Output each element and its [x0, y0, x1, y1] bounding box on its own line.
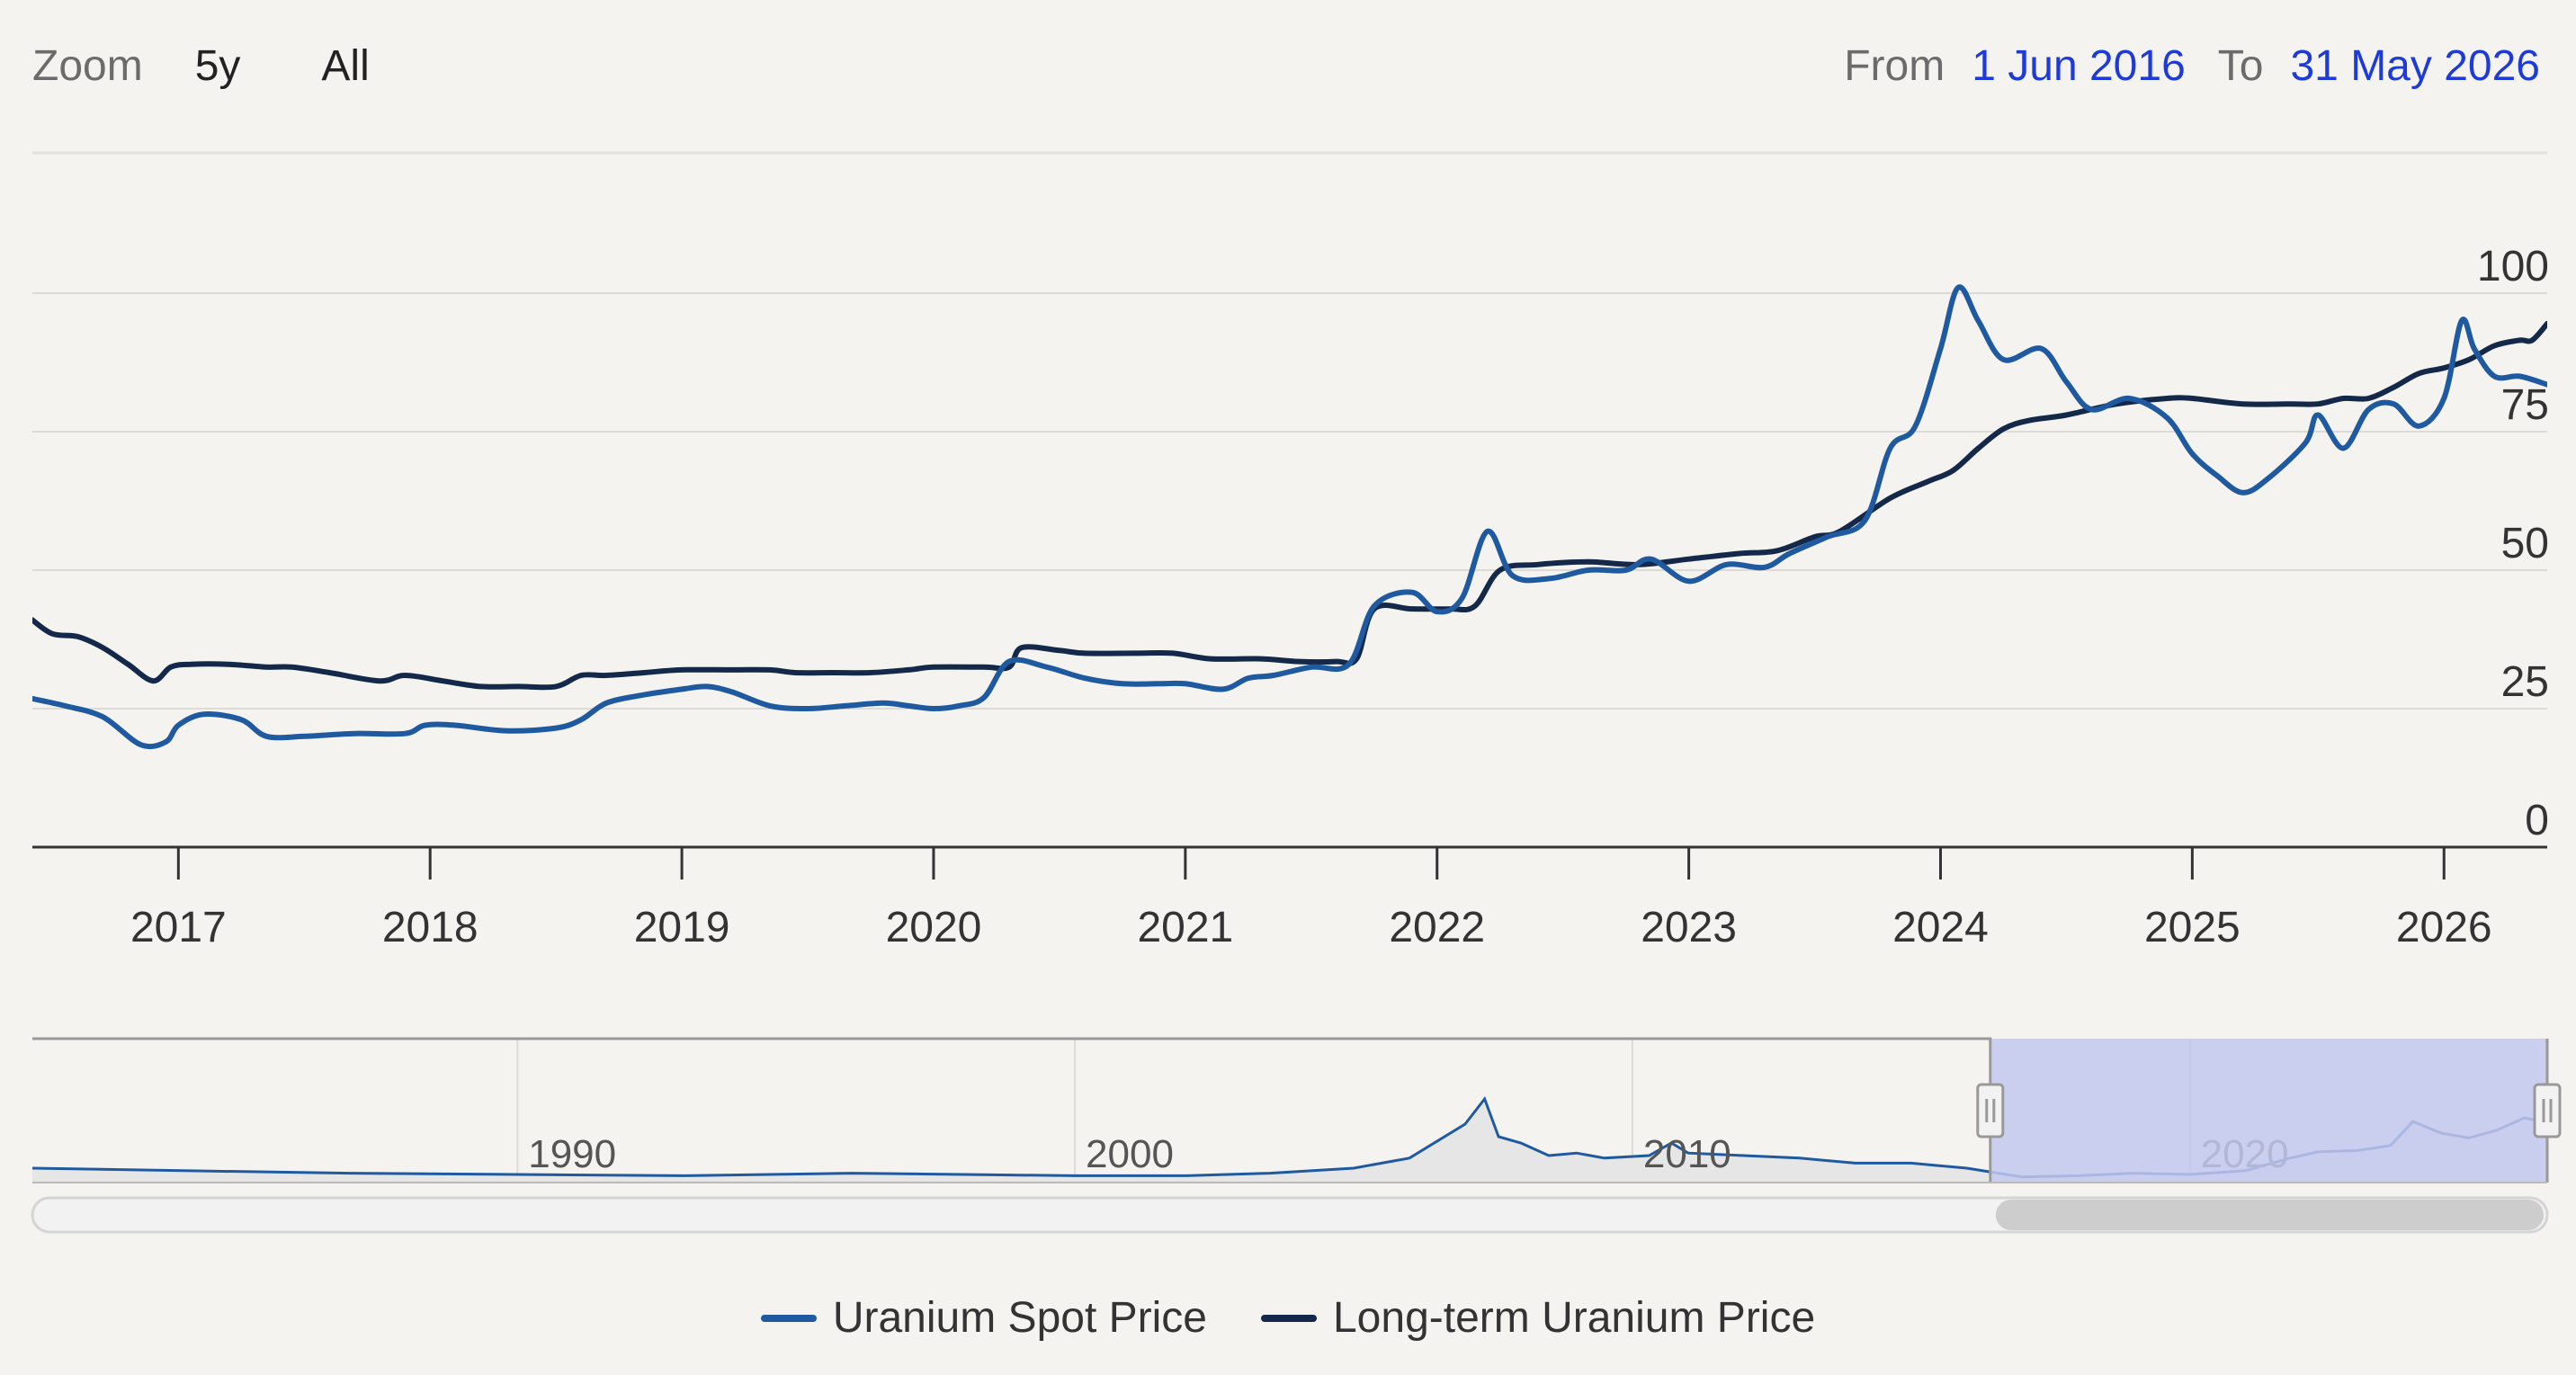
x-tick-label-2022: 2022	[1389, 904, 1485, 951]
zoom-label: Zoom	[32, 41, 143, 90]
legend-swatch-longterm	[1260, 1314, 1317, 1322]
y-tick-label-25: 25	[2501, 658, 2549, 706]
navigator-handle-left[interactable]	[1976, 1083, 2005, 1138]
y-tick-label-50: 50	[2501, 520, 2549, 567]
legend-swatch-spot	[760, 1314, 817, 1322]
x-tick-label-2024: 2024	[1892, 904, 1989, 951]
x-tick-label-2025: 2025	[2144, 904, 2241, 951]
range-to-date[interactable]: 31 May 2026	[2290, 41, 2540, 90]
range-from-label: From	[1844, 41, 1945, 90]
x-tick-label-2023: 2023	[1641, 904, 1737, 951]
navigator-label-2010: 2010	[1643, 1132, 1731, 1176]
x-tick-label-2020: 2020	[886, 904, 982, 951]
scrollbar-track	[31, 1196, 2549, 1234]
zoom-all-button[interactable]: All	[321, 41, 370, 90]
legend-label-longterm: Long-term Uranium Price	[1332, 1294, 1816, 1342]
legend-item-spot[interactable]: Uranium Spot Price	[760, 1293, 1207, 1343]
zoom-bar: Zoom 5y All	[32, 34, 451, 97]
y-tick-label-0: 0	[2525, 797, 2549, 844]
long-term-price-line	[32, 320, 2547, 691]
x-tick-label-2021: 2021	[1137, 904, 1233, 951]
scrollbar-thumb[interactable]	[1995, 1200, 2544, 1230]
legend-item-longterm[interactable]: Long-term Uranium Price	[1260, 1293, 1816, 1343]
navigator-handle-right[interactable]	[2533, 1083, 2562, 1138]
range-to-label: To	[2217, 41, 2264, 90]
x-tick-label-2018: 2018	[382, 904, 479, 951]
legend: Uranium Spot Price Long-term Uranium Pri…	[0, 1293, 2576, 1343]
navigator-label-2000: 2000	[1086, 1132, 1174, 1176]
legend-label-spot: Uranium Spot Price	[832, 1294, 1207, 1342]
x-tick-label-2019: 2019	[634, 904, 730, 951]
y-tick-label-100: 100	[2477, 243, 2549, 290]
spot-price-line	[32, 284, 2547, 750]
y-tick-label-75: 75	[2501, 381, 2549, 429]
date-range-bar: From 1 Jun 2016 To 31 May 2026	[1844, 34, 2540, 97]
x-tick-label-2017: 2017	[130, 904, 227, 951]
navigator-label-1990: 1990	[528, 1132, 616, 1176]
range-from-date[interactable]: 1 Jun 2016	[1972, 41, 2186, 90]
zoom-5y-button[interactable]: 5y	[194, 41, 241, 90]
x-tick-label-2026: 2026	[2396, 904, 2492, 951]
navigator-selection[interactable]	[1990, 1039, 2547, 1183]
